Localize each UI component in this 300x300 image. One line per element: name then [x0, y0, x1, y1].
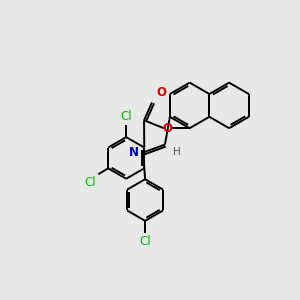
- Text: Cl: Cl: [139, 235, 151, 248]
- Text: Cl: Cl: [120, 110, 132, 123]
- Text: Cl: Cl: [85, 176, 96, 189]
- Text: H: H: [173, 146, 181, 157]
- Text: O: O: [156, 86, 166, 100]
- Text: O: O: [163, 122, 173, 135]
- Text: N: N: [129, 146, 139, 159]
